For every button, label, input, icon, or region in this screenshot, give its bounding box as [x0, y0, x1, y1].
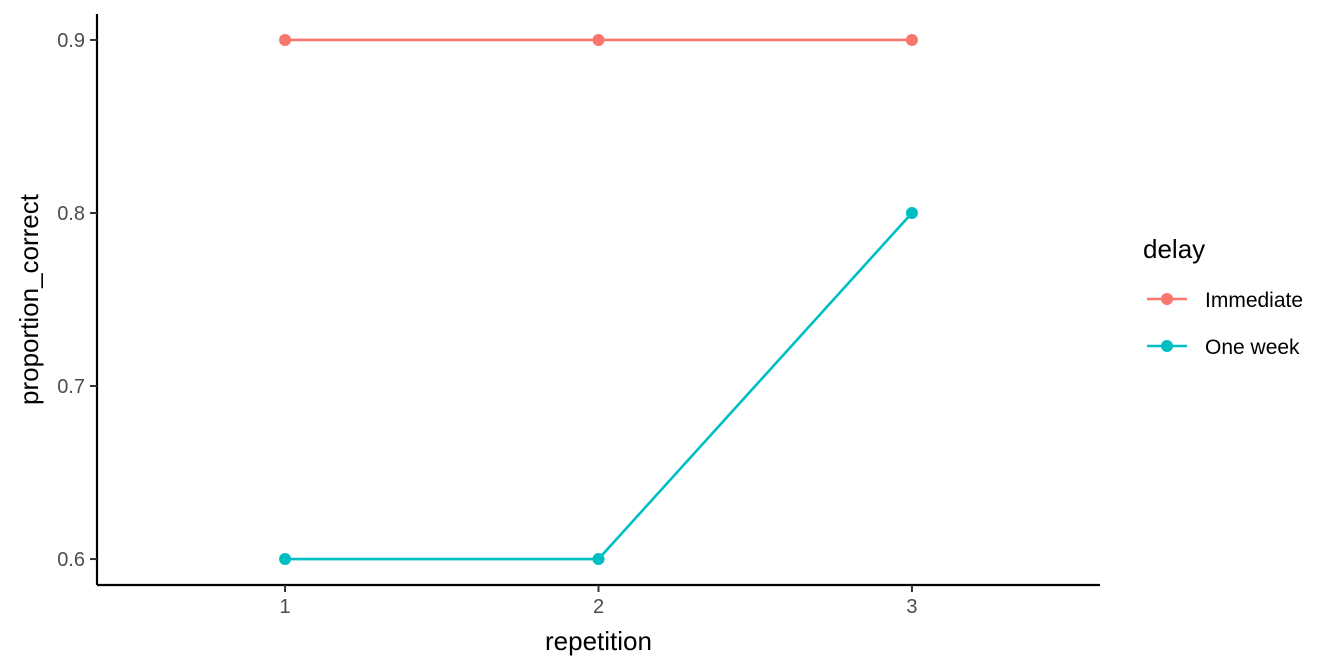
x-axis-title: repetition — [545, 626, 652, 656]
data-point — [279, 33, 292, 46]
y-axis-title: proportion_correct — [14, 193, 44, 405]
legend-item: Immediate — [1147, 289, 1303, 312]
plot-area: 0.6 0.7 0.8 0.9 1 2 3 — [57, 14, 1100, 618]
x-tick-label: 1 — [280, 596, 291, 618]
legend-title: delay — [1143, 234, 1205, 264]
data-point — [905, 206, 918, 219]
data-point — [905, 33, 918, 46]
legend-key-point — [1161, 293, 1173, 305]
y-tick-label: 0.6 — [57, 549, 85, 571]
y-tick-label: 0.9 — [57, 30, 85, 52]
y-axis-ticks: 0.6 0.7 0.8 0.9 — [57, 30, 97, 571]
x-tick-label: 2 — [593, 596, 604, 618]
legend: delay Immediate One week — [1143, 234, 1303, 359]
series-immediate — [279, 33, 918, 46]
legend-label: Immediate — [1205, 289, 1303, 312]
data-point — [592, 553, 605, 566]
y-tick-label: 0.7 — [57, 376, 85, 398]
series-layer — [279, 33, 918, 566]
y-tick-label: 0.8 — [57, 203, 85, 225]
legend-key-point — [1161, 340, 1173, 352]
legend-item: One week — [1147, 336, 1300, 359]
legend-items: Immediate One week — [1147, 289, 1303, 359]
x-axis-ticks: 1 2 3 — [280, 585, 918, 618]
x-tick-label: 3 — [906, 596, 917, 618]
legend-label: One week — [1205, 336, 1300, 359]
data-point — [592, 33, 605, 46]
series-one-week — [279, 206, 918, 566]
series-line — [285, 212, 913, 561]
data-point — [279, 553, 292, 566]
